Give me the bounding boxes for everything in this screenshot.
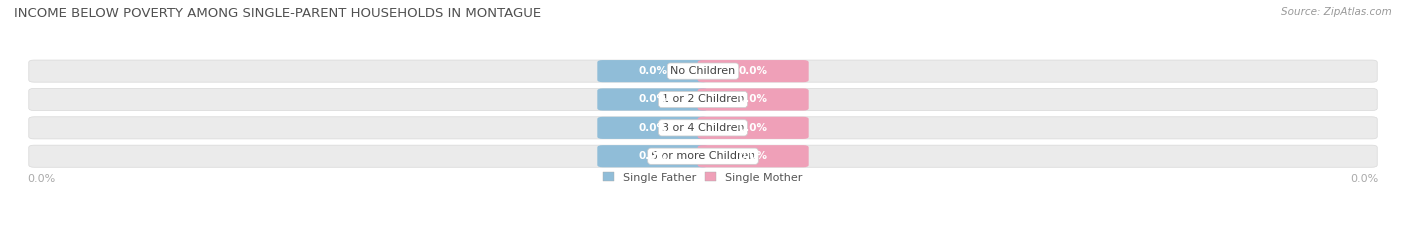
Text: No Children: No Children: [671, 66, 735, 76]
FancyBboxPatch shape: [28, 117, 1378, 139]
Text: 0.0%: 0.0%: [738, 123, 768, 133]
FancyBboxPatch shape: [28, 145, 1378, 167]
Text: 0.0%: 0.0%: [638, 94, 668, 104]
Text: 3 or 4 Children: 3 or 4 Children: [662, 123, 744, 133]
Legend: Single Father, Single Mother: Single Father, Single Mother: [603, 172, 803, 183]
Text: 0.0%: 0.0%: [738, 151, 768, 161]
FancyBboxPatch shape: [598, 88, 709, 110]
Text: 0.0%: 0.0%: [738, 66, 768, 76]
Text: 0.0%: 0.0%: [738, 94, 768, 104]
Text: 0.0%: 0.0%: [638, 151, 668, 161]
Text: 0.0%: 0.0%: [1350, 175, 1378, 185]
FancyBboxPatch shape: [697, 145, 808, 167]
Text: 5 or more Children: 5 or more Children: [651, 151, 755, 161]
FancyBboxPatch shape: [598, 60, 709, 82]
Text: 0.0%: 0.0%: [28, 175, 56, 185]
FancyBboxPatch shape: [598, 117, 709, 139]
Text: INCOME BELOW POVERTY AMONG SINGLE-PARENT HOUSEHOLDS IN MONTAGUE: INCOME BELOW POVERTY AMONG SINGLE-PARENT…: [14, 7, 541, 20]
Text: 0.0%: 0.0%: [638, 123, 668, 133]
FancyBboxPatch shape: [697, 60, 808, 82]
Text: Source: ZipAtlas.com: Source: ZipAtlas.com: [1281, 7, 1392, 17]
FancyBboxPatch shape: [598, 145, 709, 167]
FancyBboxPatch shape: [697, 117, 808, 139]
Text: 0.0%: 0.0%: [638, 66, 668, 76]
FancyBboxPatch shape: [28, 60, 1378, 82]
FancyBboxPatch shape: [28, 88, 1378, 110]
Text: 1 or 2 Children: 1 or 2 Children: [662, 94, 744, 104]
FancyBboxPatch shape: [697, 88, 808, 110]
